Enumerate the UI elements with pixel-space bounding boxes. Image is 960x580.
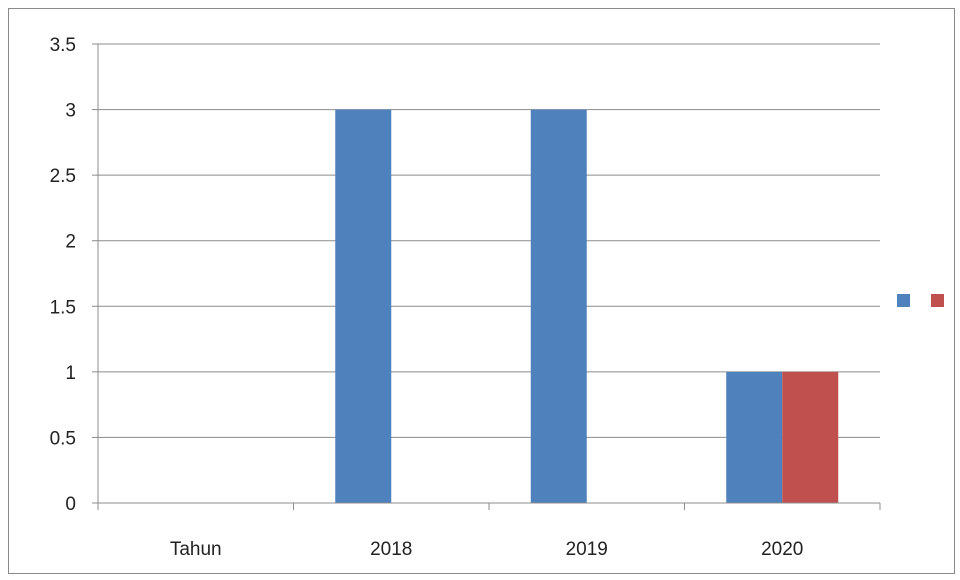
bar [726,371,783,503]
y-tick-label: 3 [65,101,76,122]
y-tick-label: 0.5 [50,428,76,449]
legend-swatch [931,294,944,307]
y-tick-label: 1 [65,363,76,384]
bar [530,109,587,504]
bars [335,109,839,504]
legend-swatch [897,294,910,307]
y-tick-label: 1.5 [50,297,76,318]
y-tick-label: 2.5 [50,166,76,187]
axes [92,43,881,510]
bar [335,109,392,504]
x-tick-label: 2019 [566,539,608,560]
y-tick-label: 3.5 [50,35,76,56]
x-tick-labels: Tahun 2018 2019 2020 [170,539,804,560]
x-tick-label: 2020 [761,539,803,560]
y-tick-labels: 0 0.5 1 1.5 2 2.5 3 3.5 [50,35,76,515]
legend [897,294,944,307]
y-tick-label: 0 [65,494,76,515]
x-tick-label: Tahun [170,539,222,560]
y-tick-label: 2 [65,232,76,253]
x-tick-label: 2018 [370,539,412,560]
bar [782,371,839,503]
